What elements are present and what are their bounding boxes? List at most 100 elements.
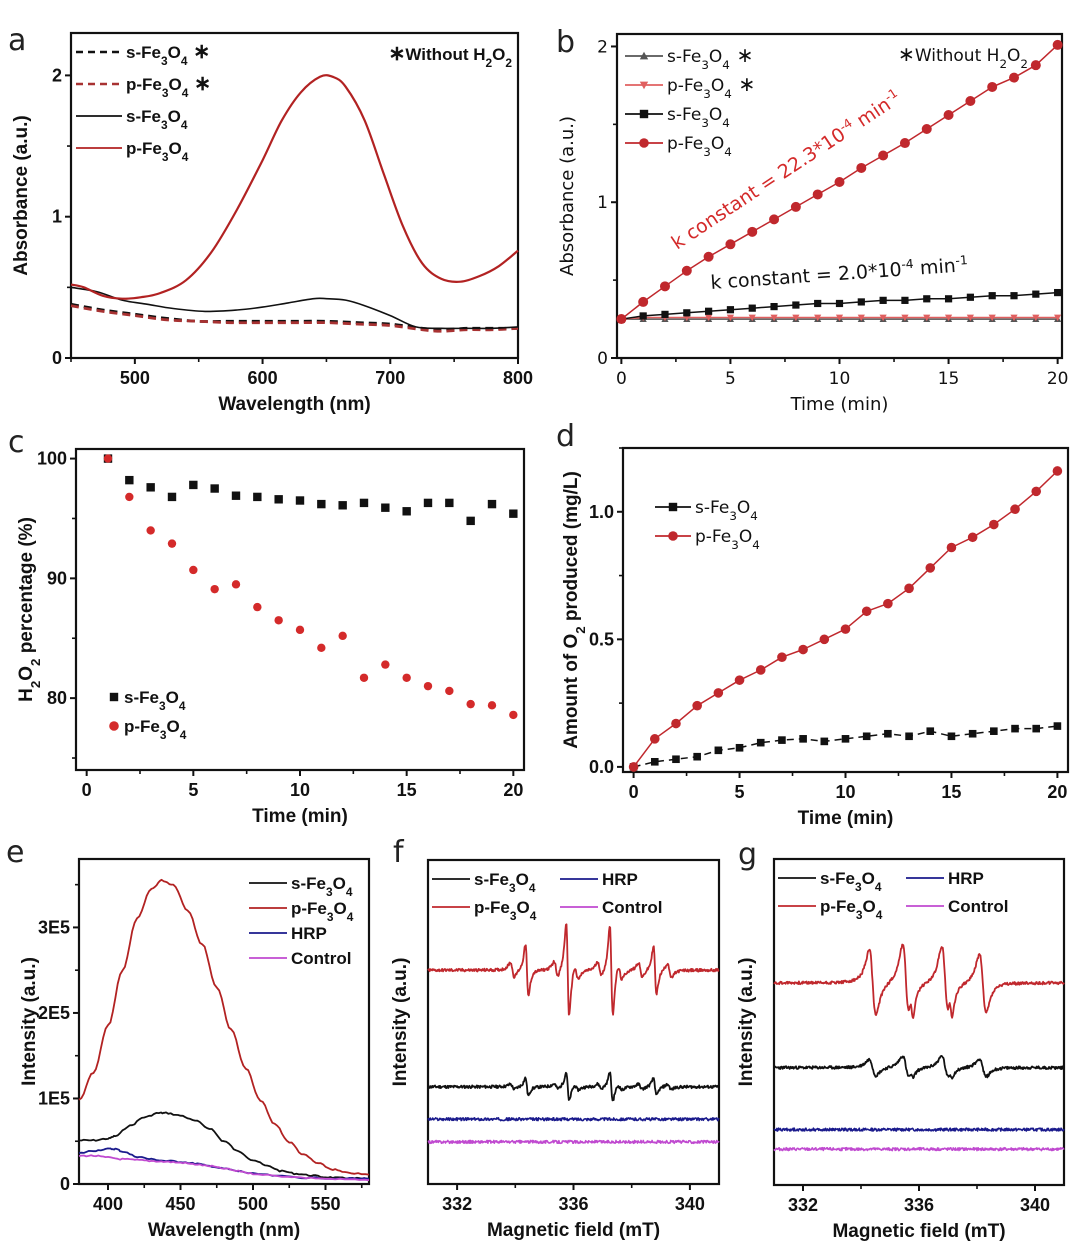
data-point [770,314,778,322]
legend-marker [109,692,119,702]
x-tick-label: 5 [735,782,745,802]
y-tick-label: 2 [597,37,608,57]
data-point [814,314,822,322]
data-point [834,176,845,187]
panel-c: 0 5 10 15 20 80 90 100 Time (min) H2O2 percentage… [8,425,526,827]
y-axis-title: Intensity (a.u.) [390,958,411,1087]
data-point [747,226,758,237]
legend-label: p-Fe3O4 [820,897,883,922]
legend-label: s-Fe3O4 [695,498,758,523]
data-point [925,563,936,573]
data-point-s-Fe3O4 [146,483,155,492]
data-point-p-Fe3O4 [445,686,454,696]
data-point [1054,288,1062,297]
data-point [835,299,844,308]
legend-entry: p-Fe3O4 ∗ [76,73,211,100]
legend-label: p-Fe3O4 [291,899,354,924]
data-point [923,314,931,322]
data-point [856,162,867,173]
data-point-p-Fe3O4 [402,673,411,682]
legend-entry: Control [249,949,351,968]
y-tick-label: 0 [52,348,62,368]
data-point-s-Fe3O4 [445,498,454,508]
data-point [755,665,766,675]
x-tick-label: 700 [375,368,405,388]
data-point-p-Fe3O4 [466,699,475,709]
x-axis-title: Magnetic field (mT) [832,1221,1005,1242]
y-axis-title: Intensity (a.u.) [736,958,757,1087]
series-line-p-Fe3O4 [78,878,370,1176]
data-point-p-Fe3O4 [253,602,262,612]
data-point-p-Fe3O4 [423,681,433,691]
data-point [769,214,780,225]
legend-label: p-Fe3O4 ∗ [667,72,755,101]
data-point [778,736,786,744]
y-axis-title: Absorbance (a.u.) [11,115,32,275]
data-point [946,542,957,553]
data-point-s-Fe3O4 [402,507,411,516]
data-point [819,634,830,645]
y-tick-label: 100 [37,449,67,469]
legend-label: Control [602,898,662,917]
data-point-s-Fe3O4 [509,509,518,518]
data-point [988,314,996,322]
data-point [1009,72,1020,83]
legend-marker [639,109,649,119]
panel-b: 0 5 10 15 20 0 1 2 Time (min) Absorbance (a.u.) b s… [556,25,1068,415]
data-point [1053,722,1062,730]
data-point [901,314,909,322]
y-tick-label: 2E5 [38,1003,70,1023]
data-point [705,314,713,322]
legend-marker [639,138,649,148]
y-tick-label: 0.5 [589,629,614,649]
data-point [756,738,765,747]
y-tick-label: 0.0 [589,757,614,777]
x-tick-label: 20 [1047,369,1069,389]
data-point [820,737,829,746]
series-line-s-Fe3O4 [70,286,519,330]
data-point [901,296,909,304]
data-point [840,624,851,634]
data-point [693,752,701,761]
data-point [1031,486,1042,497]
data-point [748,314,756,322]
y-tick-label: 0 [60,1174,70,1194]
data-point [659,281,670,292]
data-point [921,124,932,135]
series-line-HRP [78,1147,370,1180]
plot-frame [772,857,1066,1187]
legend-label: s-Fe3O4 [124,688,186,713]
x-tick-label: 332 [442,1194,472,1214]
data-point [1011,724,1019,733]
data-point [879,314,887,322]
x-axis-title: Time (min) [798,808,894,829]
legend-label: p-Fe3O4 ∗ [126,73,211,100]
data-point [857,298,865,306]
x-tick-label: 5 [188,780,198,800]
data-point-s-Fe3O4 [274,495,283,504]
legend-label: p-Fe3O4 [124,717,187,742]
data-point [726,314,735,322]
legend-entry: p-Fe3O4 [249,899,354,924]
legend-marker [639,51,649,60]
series-line-s-Fe3O4 [427,1071,720,1102]
rate-annotation-p-fe3o4: k constant = 22.3*10-4 min-1 [667,86,905,254]
panel-letter: a [8,23,26,58]
x-tick-label: 15 [397,780,417,800]
x-axis-title: Wavelength (nm) [218,394,370,415]
legend-entry: Control [560,898,662,917]
data-point [923,295,931,303]
data-point-s-Fe3O4 [317,499,326,509]
y-tick-label: 1 [597,193,608,213]
x-tick-label: 10 [835,782,855,802]
data-point [770,302,778,311]
data-point-s-Fe3O4 [253,492,262,502]
data-point [988,292,996,300]
legend-entry: Control [906,897,1008,916]
x-tick-label: 15 [938,369,960,389]
legend-entry: p-Fe3O4 ∗ [625,72,755,101]
data-point [1010,292,1018,300]
data-point-s-Fe3O4 [381,503,390,512]
data-point [944,295,953,303]
y-tick-label: 80 [47,688,67,708]
